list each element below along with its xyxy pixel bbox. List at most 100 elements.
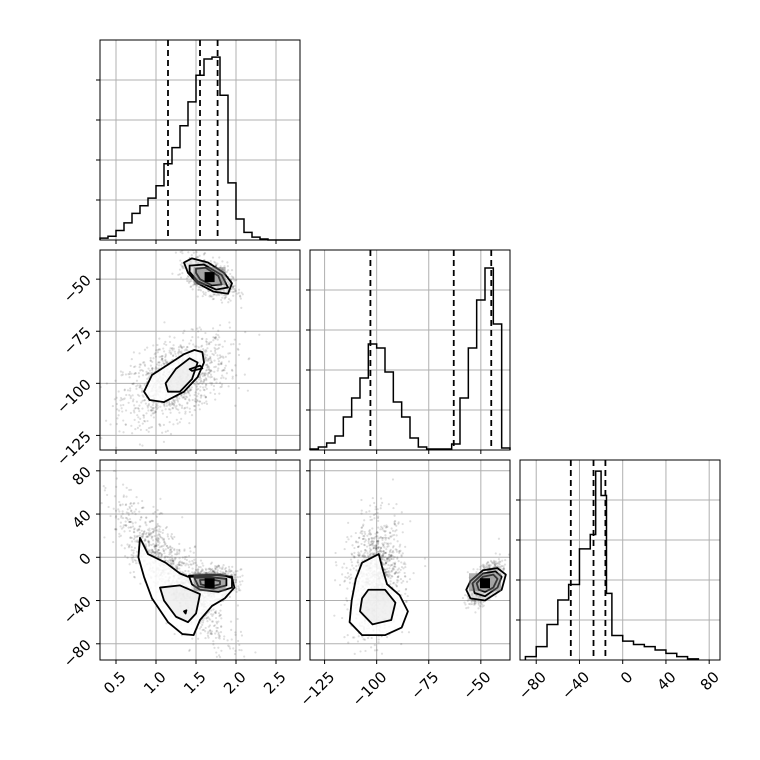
scatter-point <box>236 292 239 295</box>
scatter-point <box>186 346 189 349</box>
scatter-point <box>152 530 155 533</box>
scatter-point <box>141 536 144 539</box>
scatter-point <box>213 349 217 352</box>
scatter-point <box>197 404 200 407</box>
hist-frame-p2 <box>309 249 511 451</box>
scatter-point <box>145 370 148 373</box>
scatter-point <box>165 361 168 364</box>
scatter-point <box>168 558 171 561</box>
scatter-point <box>380 556 383 559</box>
scatter-point <box>166 535 169 538</box>
scatter-point <box>181 339 185 342</box>
scatter-point <box>218 637 221 640</box>
scatter-point <box>153 353 156 356</box>
scatter-point <box>186 401 189 404</box>
scatter-point <box>205 350 208 353</box>
scatter-point <box>130 553 133 557</box>
scatter-point <box>150 414 153 417</box>
scatter-point <box>163 321 166 324</box>
scatter-point <box>210 340 213 344</box>
scatter-point <box>121 410 124 413</box>
scatter-point <box>182 332 185 335</box>
contour-line <box>137 536 236 637</box>
scatter-point <box>180 352 183 355</box>
scatter-point <box>207 359 210 362</box>
scatter-point <box>158 512 161 516</box>
scatter-point <box>370 536 373 540</box>
scatter-point <box>193 571 196 574</box>
scatter-point <box>158 423 162 426</box>
scatter-point <box>191 398 194 402</box>
scatter-point <box>157 364 161 367</box>
scatter-point <box>354 531 357 535</box>
scatter-point <box>129 411 132 415</box>
scatter-point <box>356 541 360 544</box>
scatter-point <box>216 566 219 569</box>
scatter-point <box>127 401 130 404</box>
scatter-point <box>105 419 108 422</box>
scatter-point <box>389 577 392 580</box>
scatter-point <box>202 628 205 631</box>
scatter-point <box>389 542 392 545</box>
scatter-point <box>206 359 209 362</box>
scatter-point <box>224 294 227 297</box>
scatter-point <box>385 536 388 540</box>
scatter-point <box>388 567 391 570</box>
scatter-point <box>385 574 388 577</box>
scatter-point <box>174 557 177 560</box>
scatter-point <box>164 408 167 411</box>
scatter-point <box>223 567 227 571</box>
scatter-point <box>126 556 129 559</box>
scatter-point <box>396 575 400 579</box>
scatter-point <box>164 555 167 558</box>
scatter-point <box>132 398 135 401</box>
scatter-point <box>391 478 395 481</box>
scatter-point <box>213 377 216 380</box>
scatter-point <box>216 569 219 572</box>
scatter-point <box>130 546 133 549</box>
scatter-point <box>209 381 212 384</box>
scatter-point <box>96 399 98 401</box>
scatter-point <box>181 266 184 269</box>
scatter-point <box>139 417 142 420</box>
scatter-point <box>147 430 150 433</box>
joint-y-p3-tick-label: 40 <box>69 506 95 532</box>
scatter-point <box>180 347 184 350</box>
scatter-point <box>143 363 146 366</box>
scatter-point <box>228 569 231 572</box>
scatter-point <box>154 511 157 514</box>
scatter-point <box>177 562 181 565</box>
scatter-point <box>224 566 227 570</box>
scatter-point <box>135 554 138 557</box>
scatter-point <box>129 488 133 491</box>
scatter-point <box>165 360 168 363</box>
scatter-point <box>151 549 154 552</box>
scatter-point <box>214 348 217 351</box>
scatter-point <box>213 260 216 264</box>
scatter-point <box>389 583 392 586</box>
scatter-point <box>388 549 392 552</box>
scatter-point <box>139 518 142 521</box>
scatter-point <box>115 528 118 531</box>
scatter-point <box>161 412 165 415</box>
scatter-point <box>156 404 159 407</box>
scatter-point <box>204 356 207 359</box>
scatter-point <box>184 412 187 415</box>
scatter-point <box>124 503 128 506</box>
scatter-point <box>223 265 226 268</box>
scatter-point <box>135 561 138 565</box>
scatter-point <box>155 515 159 518</box>
scatter-point <box>143 361 146 364</box>
scatter-point <box>377 519 380 523</box>
scatter-point <box>346 576 349 580</box>
scatter-point <box>160 545 164 548</box>
scatter-point <box>209 359 213 362</box>
joint-y-p2-tick-label: −100 <box>53 375 95 417</box>
scatter-point <box>146 373 149 376</box>
scatter-point <box>145 531 148 535</box>
scatter-point <box>222 637 226 641</box>
scatter-point <box>371 527 374 530</box>
scatter-point <box>154 352 157 355</box>
scatter-point <box>158 541 161 544</box>
scatter-point <box>200 569 203 572</box>
